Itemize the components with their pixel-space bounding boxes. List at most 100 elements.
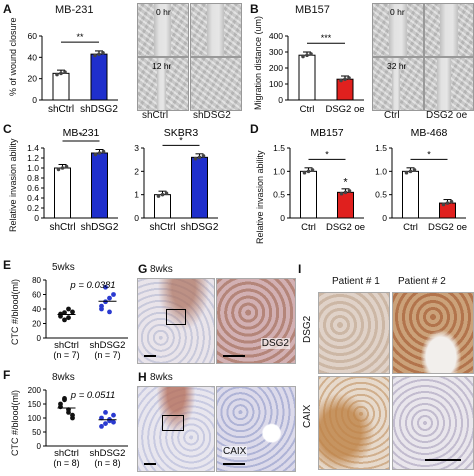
y-tick-label: 300 bbox=[269, 47, 283, 57]
panel-g-title: 8wks bbox=[150, 264, 173, 275]
data-point bbox=[55, 72, 59, 77]
y-tick-label: 1.5 bbox=[375, 143, 387, 153]
x-tick-label: Ctrl bbox=[301, 222, 316, 233]
panel-b-ylabel: Migration distance (um) bbox=[253, 15, 263, 110]
data-point bbox=[302, 170, 307, 175]
x-tick-label: DSG2 oe bbox=[326, 222, 365, 233]
data-point bbox=[101, 51, 105, 55]
panel-b-image-ctrl-0hr: 0 hr bbox=[372, 3, 424, 57]
data-point bbox=[63, 70, 67, 74]
panel-b-image-dsg2oe-0hr bbox=[424, 3, 474, 57]
panel-e-ylabel: CTC #/blood(ml) bbox=[10, 278, 20, 345]
y-tick-label: 1.0 bbox=[27, 163, 39, 173]
significance-marker: * bbox=[179, 135, 183, 145]
y-tick-label: 0.2 bbox=[27, 203, 39, 213]
data-point bbox=[107, 309, 112, 315]
y-tick-label: 0.5 bbox=[273, 190, 285, 200]
significance-marker: *** bbox=[321, 33, 332, 43]
group-n-label: (n = 8) bbox=[94, 458, 120, 468]
panel-h-title: 8wks bbox=[150, 372, 173, 383]
data-point bbox=[93, 53, 97, 58]
significance-marker: * bbox=[79, 131, 83, 141]
panel-c-ylabel: Relative invasion ability bbox=[8, 138, 18, 232]
data-point bbox=[103, 410, 108, 415]
x-tick-label: Ctrl bbox=[300, 104, 315, 115]
chart-title: MB-468 bbox=[411, 127, 448, 139]
panel-i-p1-caix-image bbox=[318, 376, 390, 470]
bar bbox=[337, 191, 354, 219]
data-point bbox=[99, 424, 104, 429]
x-tick-label: shDSG2 bbox=[81, 222, 119, 233]
significance-marker: * bbox=[325, 149, 329, 159]
data-point bbox=[97, 151, 102, 155]
p-value-label: p = 0.0511 bbox=[70, 390, 115, 401]
data-point bbox=[408, 169, 413, 174]
y-tick-label: 0 bbox=[382, 213, 387, 223]
y-tick-label: 50 bbox=[32, 428, 41, 437]
data-point bbox=[62, 317, 67, 323]
group-n-label: (n = 7) bbox=[53, 350, 79, 360]
panel-h-zoom-box bbox=[162, 415, 184, 431]
data-point bbox=[310, 168, 315, 172]
y-tick-label: 1 bbox=[134, 190, 139, 200]
data-point bbox=[441, 202, 446, 207]
panel-g-zoom-box bbox=[166, 309, 186, 325]
data-point bbox=[66, 315, 71, 321]
panel-g-ihc-low-mag bbox=[137, 278, 215, 364]
chart-title: SKBR3 bbox=[164, 127, 199, 139]
data-point bbox=[97, 52, 101, 56]
panel-b-image-label-dsg2oe: DSG2 oe bbox=[426, 110, 468, 121]
data-point bbox=[197, 155, 202, 160]
x-tick-label: DSG2 oe bbox=[325, 104, 364, 115]
data-point bbox=[103, 421, 108, 426]
x-tick-label: shCtrl bbox=[149, 222, 175, 233]
data-point bbox=[60, 166, 65, 170]
data-point bbox=[306, 169, 311, 174]
data-point bbox=[156, 194, 161, 198]
panel-i-p2-dsg2-image bbox=[392, 292, 474, 374]
data-point bbox=[309, 52, 313, 56]
panel-label-h: H bbox=[138, 370, 147, 384]
data-point bbox=[339, 191, 344, 196]
bar bbox=[336, 78, 354, 101]
y-tick-label: 40 bbox=[28, 52, 38, 62]
y-tick-label: 20 bbox=[28, 74, 38, 84]
data-point bbox=[107, 295, 112, 301]
panel-i-row-dsg2: DSG2 bbox=[302, 315, 313, 343]
y-tick-label: 3 bbox=[134, 143, 139, 153]
panel-c-skbr3-chart: SKBR3 0 1 2 3 shCtrl shDSG2 * bbox=[134, 127, 219, 233]
y-tick-label: 0 bbox=[37, 442, 42, 451]
data-point bbox=[99, 415, 104, 421]
data-point bbox=[445, 201, 450, 205]
bar bbox=[191, 156, 208, 219]
y-tick-label: 0 bbox=[134, 213, 139, 223]
x-tick-label: shDSG2 bbox=[90, 340, 126, 351]
y-tick-label: 100 bbox=[28, 414, 42, 423]
significance-marker: * bbox=[427, 149, 431, 159]
y-tick-label: 80 bbox=[32, 276, 41, 285]
panel-b-title: MB157 bbox=[295, 4, 330, 16]
bar bbox=[298, 54, 316, 101]
y-tick-label: 60 bbox=[28, 31, 38, 41]
panel-label-d: D bbox=[250, 122, 259, 136]
panel-label-b: B bbox=[250, 2, 259, 16]
data-point bbox=[56, 167, 61, 172]
panel-h-ihc-low-mag bbox=[137, 386, 215, 472]
data-point bbox=[103, 299, 108, 305]
y-tick-label: 1.0 bbox=[375, 166, 387, 176]
panel-h-ihc-high-mag: CAIX bbox=[216, 386, 296, 472]
y-tick-label: 0 bbox=[37, 334, 42, 343]
y-tick-label: 1.5 bbox=[273, 143, 285, 153]
panel-label-c: C bbox=[3, 122, 12, 136]
panel-a-image-shdsg2-12hr bbox=[190, 57, 242, 111]
y-tick-label: 40 bbox=[32, 305, 41, 314]
panel-g-stain-label: DSG2 bbox=[260, 338, 290, 349]
data-point bbox=[99, 303, 104, 309]
panel-f-title: 8wks bbox=[52, 372, 75, 383]
panel-label-a: A bbox=[3, 2, 12, 16]
data-point bbox=[111, 292, 116, 297]
y-tick-label: 100 bbox=[269, 79, 283, 89]
data-point bbox=[305, 53, 309, 57]
